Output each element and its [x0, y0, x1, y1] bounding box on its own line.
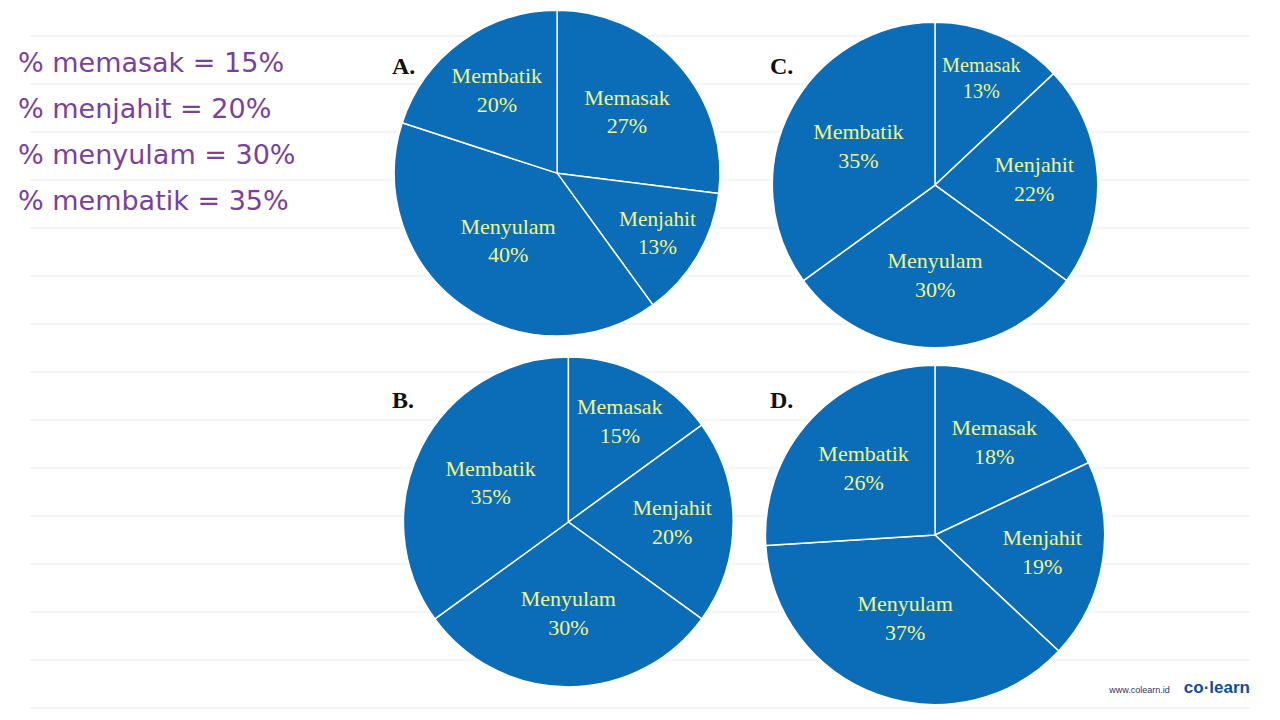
svg-text:Menyulam30%: Menyulam30%	[521, 586, 616, 640]
html-text:% membatik = 35%: % membatik = 35%	[18, 185, 289, 216]
svg-text:Menjahit22%: Menjahit22%	[995, 152, 1074, 206]
svg-text:Memasak13%: Memasak13%	[942, 54, 1021, 102]
svg-text:Menyulam30%: Menyulam30%	[887, 248, 982, 302]
svg-text:Membatik35%: Membatik35%	[445, 456, 535, 510]
svg-text:A.: A.	[392, 53, 415, 79]
svg-text:Membatik35%: Membatik35%	[813, 119, 903, 173]
svg-text:Memasak18%: Memasak18%	[951, 415, 1037, 469]
svg-text:B.: B.	[392, 387, 414, 413]
svg-text:Menjahit13%: Menjahit13%	[619, 207, 696, 259]
svg-text:Menjahit20%: Menjahit20%	[632, 495, 711, 549]
svg-text:Membatik26%: Membatik26%	[818, 441, 908, 495]
svg-text:Menjahit19%: Menjahit19%	[1003, 525, 1082, 579]
svg-text:Menyulam40%: Menyulam40%	[460, 214, 555, 268]
svg-text:D.: D.	[770, 387, 793, 413]
svg-text:Membatik20%: Membatik20%	[452, 63, 542, 117]
svg-text:Memasak15%: Memasak15%	[577, 394, 663, 448]
svg-text:Memasak27%: Memasak27%	[584, 85, 670, 139]
html-text:% memasak = 15%: % memasak = 15%	[18, 47, 284, 78]
html-text:www.colearn.id: www.colearn.id	[1109, 685, 1170, 695]
html-text:% menjahit = 20%: % menjahit = 20%	[18, 93, 272, 124]
html-text:co·learn: co·learn	[1183, 678, 1250, 697]
html-text:% menyulam = 30%: % menyulam = 30%	[18, 139, 296, 170]
svg-text:C.: C.	[770, 53, 793, 79]
svg-text:Menyulam37%: Menyulam37%	[857, 591, 952, 645]
